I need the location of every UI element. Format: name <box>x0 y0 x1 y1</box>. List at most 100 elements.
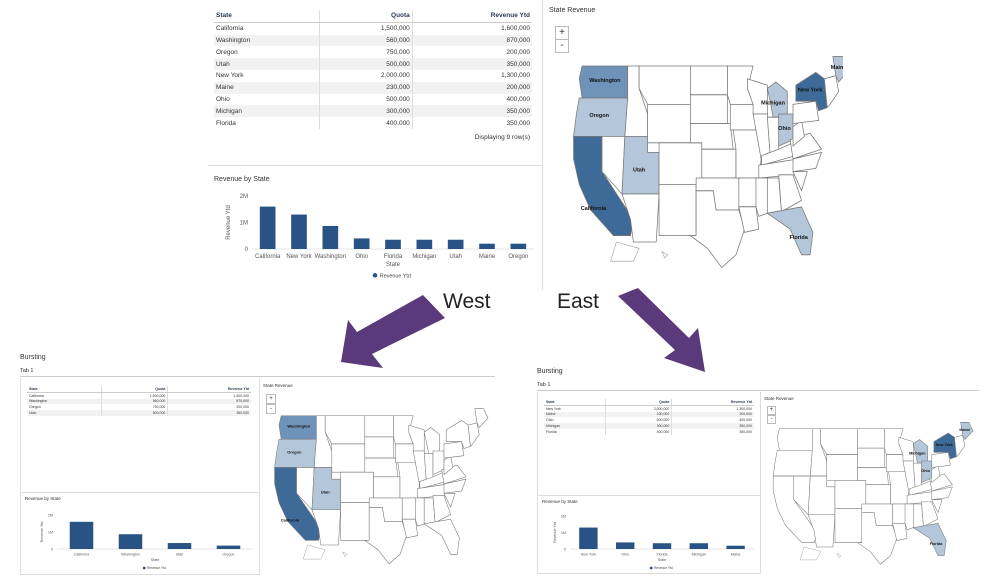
east-tab[interactable]: Tab 1 <box>537 382 551 388</box>
table-row[interactable]: Ohio 500,000 400,000 <box>214 93 532 106</box>
state-shape[interactable] <box>443 493 456 509</box>
column-header[interactable]: Quota <box>100 386 168 393</box>
bar[interactable] <box>579 527 598 549</box>
state-shape[interactable] <box>836 552 842 559</box>
state-shape[interactable] <box>954 434 966 458</box>
bar[interactable] <box>118 534 143 549</box>
column-header[interactable]: Revenue Ytd <box>167 386 251 393</box>
west-zoom-out-button[interactable]: - <box>266 404 276 414</box>
state-shape[interactable] <box>690 65 728 96</box>
state-shape[interactable] <box>638 65 691 105</box>
table-row[interactable]: Oregon 750,000 200,000 <box>27 404 251 411</box>
column-header[interactable]: Revenue Ytd <box>671 399 754 406</box>
state-shape[interactable] <box>777 428 813 451</box>
legend-label[interactable]: Revenue Ytd <box>380 273 411 279</box>
state-shape[interactable] <box>342 551 348 558</box>
table-row[interactable]: Florida 400,000 350,000 <box>214 117 532 129</box>
bar[interactable] <box>416 239 433 249</box>
state-shape[interactable] <box>324 415 366 445</box>
state-shape[interactable] <box>364 436 394 459</box>
state-shape[interactable] <box>933 432 957 460</box>
state-shape[interactable] <box>921 501 939 529</box>
state-shape[interactable] <box>792 171 808 192</box>
legend-label[interactable]: Revenue Ytd <box>654 566 673 570</box>
state-shape[interactable] <box>834 480 867 509</box>
table-row[interactable]: Oregon 750,000 200,000 <box>214 46 532 59</box>
west-tab[interactable]: Tab 1 <box>20 368 34 374</box>
west-zoom-in-button[interactable]: + <box>266 394 276 404</box>
state-shape[interactable] <box>423 518 460 555</box>
state-shape[interactable] <box>364 415 394 438</box>
state-shape[interactable] <box>892 523 908 541</box>
state-shape[interactable] <box>795 71 828 112</box>
state-shape[interactable] <box>302 544 326 560</box>
state-shape[interactable] <box>826 454 858 481</box>
state-shape[interactable] <box>658 142 703 185</box>
table-row[interactable]: New York 2,000,000 1,300,000 <box>214 69 532 82</box>
state-shape[interactable] <box>445 420 471 450</box>
state-shape[interactable] <box>647 104 691 144</box>
bar[interactable] <box>689 543 708 549</box>
table-row[interactable]: Ohio 500,000 400,000 <box>544 417 754 424</box>
table-row[interactable]: Utah 500,000 350,000 <box>214 58 532 70</box>
state-shape[interactable] <box>474 408 489 428</box>
state-shape[interactable] <box>931 499 943 514</box>
state-shape[interactable] <box>886 454 906 473</box>
state-shape[interactable] <box>807 514 836 548</box>
bar[interactable] <box>291 214 307 249</box>
state-shape[interactable] <box>857 428 885 449</box>
state-shape[interactable] <box>621 136 660 195</box>
state-shape[interactable] <box>823 75 839 109</box>
bar[interactable] <box>652 543 672 549</box>
state-shape[interactable] <box>766 206 814 256</box>
state-shape[interactable] <box>729 104 757 131</box>
bar[interactable] <box>69 521 94 549</box>
table-row[interactable]: Washington 560,000 870,000 <box>214 34 532 47</box>
bar[interactable] <box>259 206 276 249</box>
east-zoom-out-button[interactable]: - <box>767 415 776 424</box>
state-shape[interactable] <box>363 507 407 565</box>
state-shape[interactable] <box>807 475 836 516</box>
state-shape[interactable] <box>331 443 366 473</box>
state-shape[interactable] <box>792 151 823 173</box>
state-shape[interactable] <box>755 177 768 217</box>
bar[interactable] <box>479 243 495 249</box>
state-shape[interactable] <box>856 512 898 565</box>
state-shape[interactable] <box>415 497 425 527</box>
state-shape[interactable] <box>340 471 374 503</box>
state-shape[interactable] <box>689 190 745 269</box>
state-shape[interactable] <box>912 523 947 556</box>
state-shape[interactable] <box>832 56 843 83</box>
bar[interactable] <box>616 542 635 549</box>
bar[interactable] <box>510 243 527 249</box>
state-shape[interactable] <box>931 452 951 468</box>
state-shape[interactable] <box>661 250 669 259</box>
table-row[interactable]: Michigan 300,000 350,000 <box>214 105 532 118</box>
state-shape[interactable] <box>443 478 467 494</box>
legend-label[interactable]: Revenue Ytd <box>147 566 166 570</box>
bar[interactable] <box>353 238 370 249</box>
state-shape[interactable] <box>467 422 480 447</box>
state-shape[interactable] <box>340 502 370 541</box>
bar[interactable] <box>385 239 401 249</box>
column-header[interactable]: Revenue Ytd <box>411 10 532 23</box>
state-shape[interactable] <box>738 206 760 233</box>
table-row[interactable]: New York 2,000,000 1,300,000 <box>544 405 754 412</box>
state-shape[interactable] <box>778 174 802 215</box>
state-shape[interactable] <box>772 449 813 477</box>
zoom-out-button[interactable]: - <box>555 39 569 53</box>
bar[interactable] <box>447 239 464 249</box>
state-shape[interactable] <box>621 193 660 243</box>
state-shape[interactable] <box>432 495 451 525</box>
state-shape[interactable] <box>443 441 465 459</box>
state-shape[interactable] <box>904 503 914 531</box>
table-row[interactable]: Maine 230,000 200,000 <box>214 81 532 94</box>
state-shape[interactable] <box>401 518 418 539</box>
state-shape[interactable] <box>820 428 858 455</box>
state-shape[interactable] <box>799 546 821 561</box>
bar[interactable] <box>726 545 745 549</box>
bar[interactable] <box>167 543 192 549</box>
table-row[interactable]: California 1,500,000 1,600,000 <box>214 22 532 35</box>
state-shape[interactable] <box>395 443 416 464</box>
state-shape[interactable] <box>792 100 820 125</box>
